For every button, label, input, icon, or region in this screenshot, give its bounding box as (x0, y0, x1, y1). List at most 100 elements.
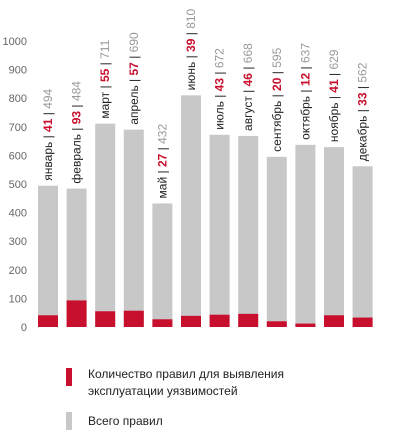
bar-group (266, 156, 287, 327)
bar-total (38, 185, 58, 327)
bar-exploit (66, 300, 87, 327)
bar-exploit (238, 313, 259, 327)
bar-group (209, 134, 230, 327)
x-tick-label: февраль (70, 131, 84, 184)
y-tick-label: 100 (9, 293, 27, 305)
bar-group (38, 185, 58, 327)
bar-total (209, 134, 230, 327)
data-label-exploit: 12 (298, 73, 312, 87)
data-label-total: 484 (70, 81, 84, 101)
stacked-bar-chart: 0 100 200 300 400 500 600 700 800 900 1000 январь … (3, 8, 373, 334)
bar-total (123, 129, 144, 327)
bar-exploit (123, 310, 144, 327)
y-tick-label: 900 (9, 65, 27, 77)
bar-exploit (352, 317, 373, 327)
data-label-total: 810 (184, 8, 198, 28)
data-label-total: 629 (327, 49, 341, 69)
bar-exploit (181, 315, 201, 327)
data-label-exploit: 55 (98, 68, 112, 82)
bar-group (66, 188, 87, 327)
bar-total (66, 188, 87, 327)
bar-total (266, 156, 287, 327)
bar-group (181, 95, 201, 327)
x-tick-label: сентябрь (270, 97, 284, 151)
bar-label: март | 55 | 711 (98, 39, 112, 118)
bar-group (95, 123, 116, 328)
legend-swatch-gray (66, 412, 72, 430)
bar-exploit (38, 315, 58, 327)
data-label-total: 690 (127, 32, 141, 52)
bar-label: декабрь | 33 | 562 (356, 62, 370, 161)
bar-total (181, 95, 201, 327)
x-tick-label: май (155, 173, 169, 198)
data-label-exploit: 57 (127, 62, 141, 76)
x-tick-label: март (98, 88, 112, 118)
bar-exploit (324, 315, 344, 327)
y-tick-label: 500 (9, 179, 27, 191)
x-tick-label: июль (213, 98, 227, 130)
y-tick-label: 0 (21, 322, 27, 334)
data-label-exploit: 39 (184, 38, 198, 52)
y-tick-label: 700 (9, 122, 27, 134)
data-label-exploit: 41 (327, 79, 341, 93)
data-label-exploit: 93 (70, 111, 84, 125)
data-label-exploit: 20 (270, 77, 284, 91)
data-label-exploit: 27 (155, 153, 169, 167)
legend-swatch-red (66, 368, 72, 386)
bar-label: июль | 43 | 672 (213, 48, 227, 130)
data-label-exploit: 43 (213, 78, 227, 92)
bar-labels: январь | 41 | 494 февраль | 93 | 484 март … (41, 8, 370, 198)
bar-group (295, 144, 316, 327)
data-label-total: 562 (356, 62, 370, 82)
bar-exploit (95, 311, 116, 327)
bar-label: август | 46 | 668 (241, 43, 255, 131)
bar-exploit (152, 319, 173, 327)
bar-label: май | 27 | 432 (155, 124, 169, 199)
x-tick-label: апрель (127, 82, 141, 125)
data-label-total: 637 (298, 43, 312, 63)
bar-label: сентябрь | 20 | 595 (270, 47, 284, 151)
data-label-total: 432 (155, 124, 169, 144)
bar-total (95, 123, 116, 328)
bar-total (352, 166, 373, 327)
y-axis: 0 100 200 300 400 500 600 700 800 900 1000 (3, 36, 27, 334)
bar-group (152, 203, 173, 327)
y-tick-label: 200 (9, 265, 27, 277)
bar-group (324, 147, 344, 327)
bar-group (352, 166, 373, 327)
y-tick-label: 300 (9, 236, 27, 248)
data-label-total: 668 (241, 43, 255, 63)
x-tick-label: октябрь (298, 93, 312, 140)
bar-label: январь | 41 | 494 (41, 88, 55, 180)
bar-exploit (266, 321, 287, 327)
x-tick-label: декабрь (356, 112, 370, 161)
data-label-total: 711 (98, 39, 112, 58)
y-tick-label: 600 (9, 150, 27, 162)
x-tick-label: август (241, 93, 255, 131)
bar-total (324, 147, 344, 327)
data-label-exploit: 46 (241, 73, 255, 87)
data-label-total: 672 (213, 48, 227, 68)
legend-label-total-rules: Всего правил (88, 414, 163, 428)
bar-total (152, 203, 173, 327)
y-tick-label: 800 (9, 93, 27, 105)
bar-total (295, 144, 316, 327)
bar-group (238, 135, 259, 327)
bar-group (123, 129, 144, 327)
bar-label: октябрь | 12 | 637 (298, 43, 312, 140)
bar-label: ноябрь | 41 | 629 (327, 49, 341, 142)
data-label-total: 494 (41, 88, 55, 108)
x-tick-label: ноябрь (327, 99, 341, 142)
y-tick-label: 1000 (3, 36, 27, 48)
bars (38, 95, 373, 328)
data-label-total: 595 (270, 47, 284, 67)
bar-label: апрель | 57 | 690 (127, 32, 141, 125)
data-label-exploit: 33 (356, 92, 370, 106)
x-tick-label: июнь (184, 58, 198, 90)
bar-label: июнь | 39 | 810 (184, 8, 198, 90)
x-tick-label: январь (41, 138, 55, 180)
y-tick-label: 400 (9, 208, 27, 220)
bar-label: февраль | 93 | 484 (70, 81, 84, 184)
bar-exploit (295, 323, 316, 327)
bar-total (238, 135, 259, 327)
